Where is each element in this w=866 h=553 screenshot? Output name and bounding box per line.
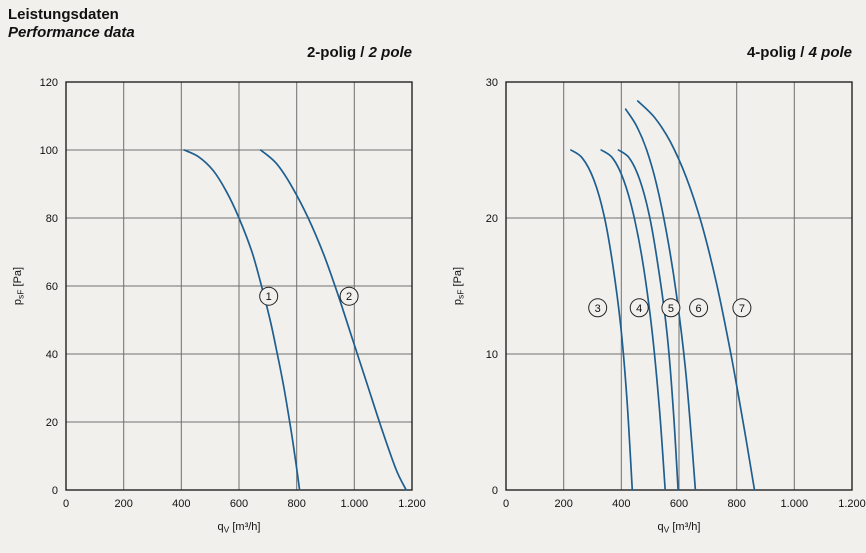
curve-label-circle-1 bbox=[259, 286, 279, 306]
x-tick-label: 200 bbox=[115, 498, 133, 510]
chart-svg: 1 20 200 400 600 800 1.000 1.200020406080100120… bbox=[12, 77, 426, 535]
x-tick-label: 400 bbox=[172, 498, 190, 510]
x-tick-label: 0 bbox=[63, 498, 69, 510]
y-tick-label: 0 bbox=[52, 485, 58, 497]
curve-label-circle-5 bbox=[661, 298, 681, 318]
x-tick-label: 1.000 bbox=[781, 498, 809, 510]
grid bbox=[506, 82, 852, 490]
curve-label-text-6: 6 bbox=[696, 303, 702, 315]
curve-3 bbox=[570, 149, 634, 491]
y-tick-label: 100 bbox=[40, 145, 58, 157]
curve-label-text-7: 7 bbox=[739, 303, 745, 315]
page-title: Leistungsdaten bbox=[8, 6, 119, 23]
x-tick-label: 600 bbox=[230, 498, 248, 510]
tick-labels: 0 200 400 600 800 1.000 1.200 0 10 20 30 bbox=[486, 77, 866, 510]
chart-4pole-container: 4-polig / 4 pole 3 4 5 6 7 0 200 400 600 800 1.000… bbox=[446, 44, 866, 543]
curve-label-circle-2 bbox=[339, 286, 359, 306]
y-tick-label: 60 bbox=[46, 281, 58, 293]
y-tick-label: 0 bbox=[492, 485, 498, 497]
page-header: Leistungsdaten Performance data bbox=[8, 6, 135, 42]
curve-label-text-5: 5 bbox=[668, 303, 674, 315]
chart-title-italic: 4 pole bbox=[808, 44, 852, 61]
plot-border bbox=[65, 81, 413, 491]
tick-labels: 0 200 400 600 800 1.000 1.200 0 20 40 60 80 100 120 bbox=[40, 77, 426, 510]
curve-6 bbox=[624, 108, 697, 491]
curve-4 bbox=[600, 149, 667, 491]
curve-label-text-2: 2 bbox=[346, 291, 352, 303]
chart-4pole-title: 4-polig / 4 pole bbox=[446, 44, 866, 72]
curve-5 bbox=[617, 149, 679, 491]
y-tick-label: 80 bbox=[46, 213, 58, 225]
x-tick-label: 600 bbox=[670, 498, 688, 510]
x-tick-label: 1.000 bbox=[341, 498, 369, 510]
curve-1 bbox=[183, 149, 301, 491]
x-axis-label: qV [m³/h] bbox=[658, 521, 701, 535]
y-axis-label: psF [Pa] bbox=[12, 267, 26, 305]
y-tick-label: 20 bbox=[486, 213, 498, 225]
chart-title-main: 2-polig / bbox=[306, 44, 369, 61]
x-axis-label: qV [m³/h] bbox=[218, 521, 261, 535]
curve-label-circle-7 bbox=[732, 298, 752, 318]
curve-7 bbox=[636, 100, 756, 491]
curve-2 bbox=[259, 149, 408, 491]
curve-label-text-3: 3 bbox=[595, 303, 601, 315]
grid bbox=[66, 82, 412, 490]
chart-2pole-container: 2-polig / 2 pole 1 2 0 200 400 600 800 1.000 1.2… bbox=[6, 44, 426, 543]
chart-title-main: 4-polig / bbox=[746, 44, 809, 61]
page-subtitle: Performance data bbox=[8, 24, 135, 41]
curve-label-text-1: 1 bbox=[266, 291, 272, 303]
x-tick-label: 1.200 bbox=[838, 498, 866, 510]
curve-label-circle-6 bbox=[689, 298, 709, 318]
curve-labels: 3 4 5 6 7 bbox=[588, 298, 752, 318]
charts-row: 2-polig / 2 pole 1 2 0 200 400 600 800 1.000 1.2… bbox=[6, 44, 866, 543]
plot-border bbox=[505, 81, 853, 491]
chart-2pole-plot: 1 2 0 200 400 600 800 1.000 1.200 0 20 40 60 80 100 120… bbox=[6, 72, 426, 543]
chart-4pole-plot: 3 4 5 6 7 0 200 400 600 800 1.000 1.200 0 10 20 30 qV [m… bbox=[446, 72, 866, 543]
curve-label-circle-3 bbox=[588, 298, 608, 318]
x-tick-label: 400 bbox=[612, 498, 630, 510]
x-tick-label: 800 bbox=[288, 498, 306, 510]
y-axis-label: psF [Pa] bbox=[452, 267, 466, 305]
x-tick-label: 0 bbox=[503, 498, 509, 510]
curves bbox=[183, 149, 408, 491]
chart-2pole-title: 2-polig / 2 pole bbox=[6, 44, 426, 72]
chart-svg: 3 4 5 6 7 0 200 400 600 800 1.000 1.200 0 10 20 30 qV [m… bbox=[452, 77, 866, 535]
y-tick-label: 10 bbox=[486, 349, 498, 361]
x-tick-label: 800 bbox=[728, 498, 746, 510]
y-tick-label: 20 bbox=[46, 417, 58, 429]
x-tick-label: 1.200 bbox=[398, 498, 426, 510]
curve-label-text-4: 4 bbox=[636, 303, 642, 315]
x-tick-label: 200 bbox=[555, 498, 573, 510]
chart-title-italic: 2 pole bbox=[368, 44, 412, 61]
y-tick-label: 120 bbox=[40, 77, 58, 89]
curve-label-circle-4 bbox=[629, 298, 649, 318]
curves bbox=[570, 100, 756, 491]
y-tick-label: 40 bbox=[46, 349, 58, 361]
y-tick-label: 30 bbox=[486, 77, 498, 89]
